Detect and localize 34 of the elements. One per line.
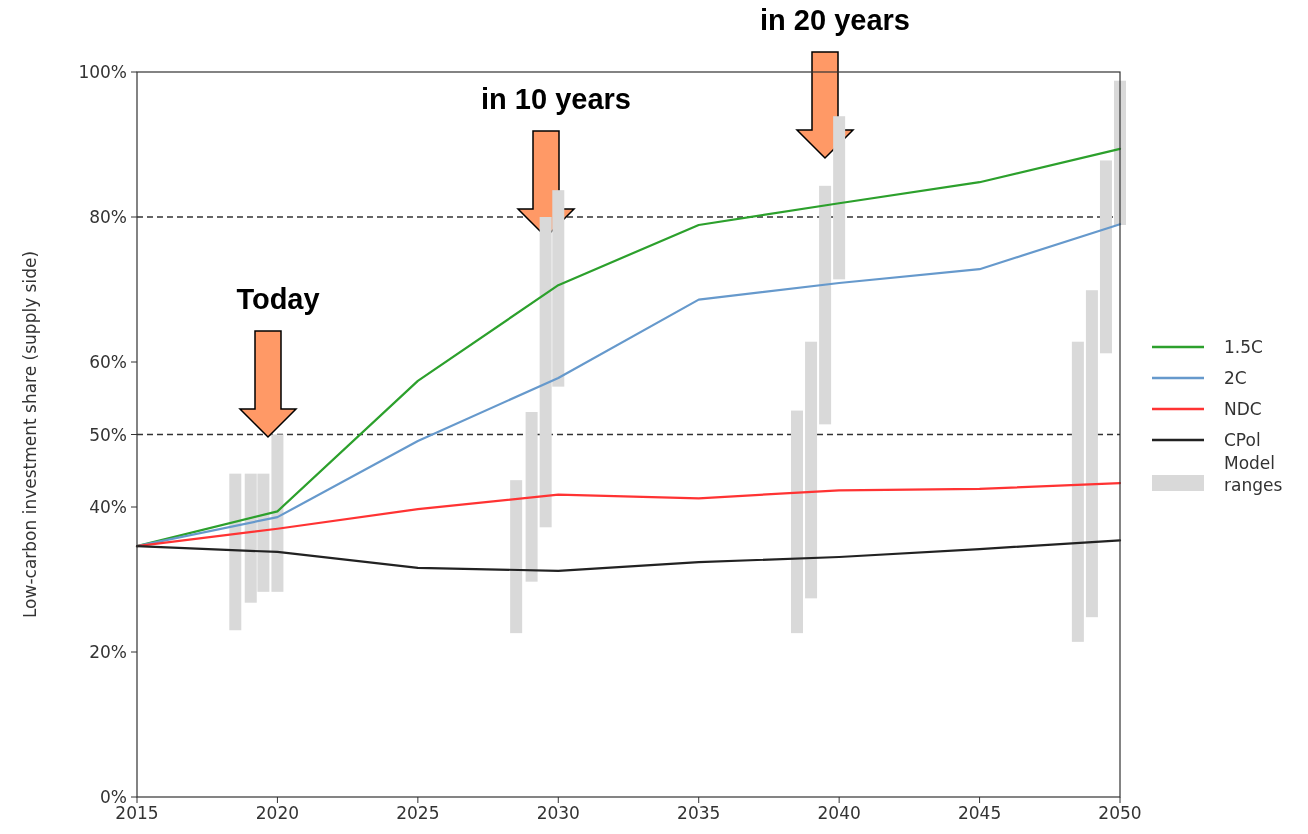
- x-tick-label: 2040: [817, 803, 861, 823]
- bar: [819, 185, 832, 425]
- bar: [1099, 160, 1112, 354]
- bar: [1085, 290, 1098, 618]
- x-tick-label: 2045: [957, 803, 1002, 823]
- bar: [805, 341, 818, 599]
- y-tick-label: 80%: [89, 207, 127, 227]
- bar: [229, 473, 242, 631]
- x-tick-label: 2050: [1098, 803, 1142, 823]
- annotation: in 10 years: [481, 83, 631, 115]
- legend-label: 1.5C: [1224, 337, 1263, 357]
- bar: [510, 480, 523, 634]
- bar: [1071, 341, 1084, 642]
- y-tick-label: 60%: [89, 352, 127, 372]
- y-axis-title: Low-carbon investment share (supply side): [20, 250, 40, 619]
- bar: [271, 434, 284, 592]
- bar: [525, 412, 538, 582]
- text: in 20 years: [760, 4, 910, 36]
- bar: [833, 116, 846, 280]
- x-tick-label: 2020: [255, 803, 300, 823]
- y-tick-label: 40%: [89, 497, 127, 517]
- y-tick-label: 20%: [89, 642, 127, 662]
- annotation: Today: [236, 283, 320, 315]
- line-series: [135, 539, 1122, 572]
- legend-label: Model ranges: [1224, 453, 1283, 495]
- y-tick-label: 50%: [89, 424, 127, 445]
- x-tick-label: 2025: [396, 803, 440, 823]
- legend-label: CPol: [1224, 430, 1261, 450]
- legend-label: NDC: [1224, 399, 1262, 419]
- x-tick-label: 2035: [677, 803, 721, 823]
- y-tick-label: 100%: [78, 62, 127, 82]
- x-tick-label: 2030: [536, 803, 580, 823]
- legend-label: 2C: [1224, 368, 1247, 388]
- bar: [791, 410, 804, 634]
